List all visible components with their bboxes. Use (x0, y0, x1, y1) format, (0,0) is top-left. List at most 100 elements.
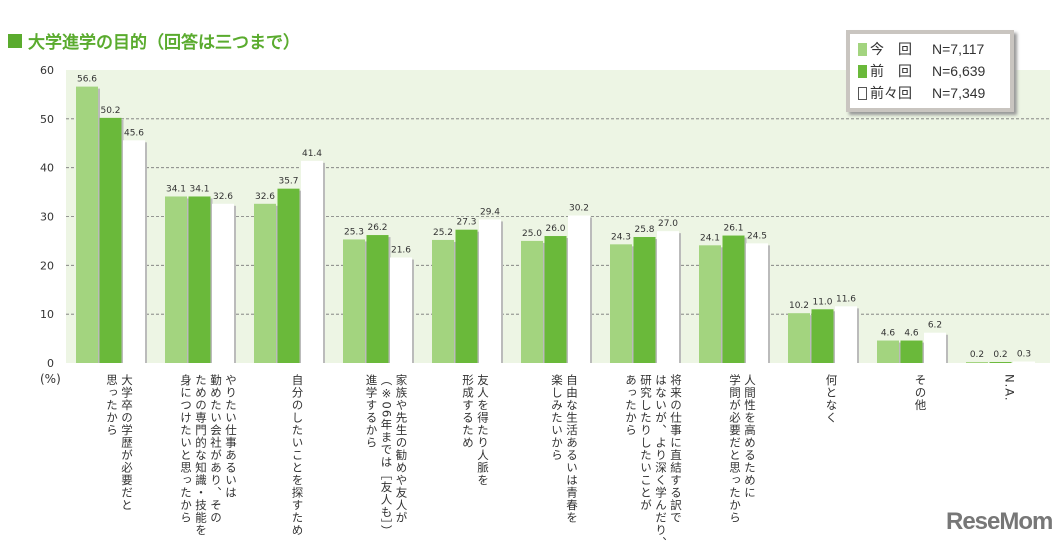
bar (610, 244, 632, 363)
data-label: 32.6 (255, 192, 275, 202)
bar (390, 257, 412, 363)
bar (165, 196, 187, 363)
legend-swatch (858, 42, 867, 56)
data-label: 0.2 (993, 350, 1007, 360)
legend-swatch (858, 64, 867, 78)
data-label: 26.1 (723, 224, 743, 234)
x-tick-label: 人間性を高めるために 学問が必要だと思ったから (728, 374, 757, 524)
data-label: 24.5 (747, 231, 767, 241)
y-axis-unit: (%) (40, 372, 61, 386)
data-label: 6.2 (928, 321, 942, 331)
data-label: 32.6 (213, 192, 233, 202)
baseline (66, 363, 1050, 366)
bar (811, 309, 834, 363)
bar (521, 240, 543, 363)
data-label: 24.3 (611, 232, 631, 242)
data-label: 11.6 (836, 294, 856, 304)
bar (99, 117, 122, 364)
data-label: 0.2 (970, 350, 984, 360)
y-tick-label: 50 (40, 113, 54, 126)
data-label: 24.1 (700, 233, 720, 243)
x-tick-label: 大学卒の学歴が必要だと 思ったから (105, 374, 134, 512)
bar (277, 188, 300, 363)
x-tick-label: N.A. (1002, 374, 1017, 402)
data-label: 11.0 (812, 297, 832, 307)
data-label: 26.0 (545, 224, 565, 234)
data-label: 41.4 (302, 149, 322, 159)
chart-title-text: 大学進学の目的（回答は三つまで） (28, 33, 300, 53)
data-label: 25.2 (433, 228, 453, 238)
y-tick-label: 0 (47, 357, 54, 370)
bar (212, 203, 234, 363)
data-label: 27.0 (658, 219, 678, 229)
bar (924, 332, 946, 363)
legend-item: 今 回 N=7,117 (858, 38, 1010, 60)
y-tick-label: 10 (40, 308, 54, 321)
data-label: 27.3 (456, 218, 476, 228)
data-label: 34.1 (189, 184, 209, 194)
bar (76, 86, 98, 363)
data-label: 29.4 (480, 207, 500, 217)
bar (188, 196, 211, 363)
data-label: 50.2 (100, 106, 120, 116)
data-label: 25.3 (344, 227, 364, 237)
bar (432, 239, 454, 363)
legend-item: 前 回 N=6,639 (858, 60, 1010, 82)
y-tick-label: 40 (40, 162, 54, 175)
data-label: 34.1 (166, 184, 186, 194)
x-tick-label: 自由な生活あるいは青春を 楽しみたいから (550, 374, 579, 524)
data-label: 10.2 (789, 301, 809, 311)
x-tick-label: 何となく (824, 374, 839, 424)
data-label: 0.3 (1017, 350, 1031, 360)
x-tick-label: 家族や先生の勧めや友人が （※06年までは［友人も］） 進学するから (364, 374, 409, 538)
y-tick-label: 60 (40, 64, 54, 77)
title-square-icon (8, 33, 22, 48)
bar (788, 313, 810, 363)
bar (989, 362, 1012, 363)
y-tick-label: 20 (40, 259, 54, 272)
bar (633, 237, 656, 363)
bar (900, 340, 923, 363)
bar (746, 243, 768, 363)
bar (366, 235, 389, 363)
legend-n: N=7,349 (932, 85, 986, 101)
data-label: 30.2 (569, 204, 589, 214)
data-label: 45.6 (124, 128, 144, 138)
x-tick-label: 将来の仕事に直結する訳で はないが、より深く学んだり、 研究したりしたいことが … (624, 374, 683, 549)
bar (544, 236, 567, 363)
chart-title: 大学進学の目的（回答は三つまで） (8, 28, 300, 53)
legend-label: 前々回 (870, 85, 912, 101)
bar (722, 235, 745, 363)
bar (657, 231, 679, 363)
bar (1013, 361, 1035, 363)
bar (455, 229, 478, 363)
y-tick-label: 30 (40, 211, 54, 224)
bar (699, 245, 721, 363)
resemom-logo: ReseMom (946, 508, 1053, 535)
x-tick-label: 友人を得たり人脈を 形成するため (461, 374, 490, 487)
bar (123, 140, 145, 363)
data-label: 21.6 (391, 246, 411, 256)
data-label: 25.0 (522, 229, 542, 239)
legend-label: 前 回 (870, 63, 912, 79)
legend-n: N=6,639 (932, 63, 986, 79)
bar (343, 239, 365, 363)
bar (966, 362, 988, 363)
legend-swatch (858, 86, 867, 100)
data-label: 25.8 (634, 225, 654, 235)
data-label: 56.6 (77, 75, 97, 85)
legend-item: 前々回 N=7,349 (858, 82, 1010, 104)
data-label: 4.6 (881, 329, 896, 339)
bar (568, 215, 590, 363)
legend: 今 回 N=7,117 前 回 N=6,639 前々回 N=7,349 (846, 30, 1014, 112)
x-tick-label: その他 (913, 374, 928, 412)
bar (835, 306, 857, 363)
x-tick-label: やりたい仕事あるいは 勤めたい会社があり、その ための専門的な知識・技能を 身に… (179, 374, 238, 537)
data-label: 4.6 (904, 329, 919, 339)
bar (301, 160, 323, 363)
bar (254, 203, 276, 363)
data-label: 26.2 (367, 223, 387, 233)
bar (479, 219, 501, 363)
legend-label: 今 回 (870, 41, 912, 57)
